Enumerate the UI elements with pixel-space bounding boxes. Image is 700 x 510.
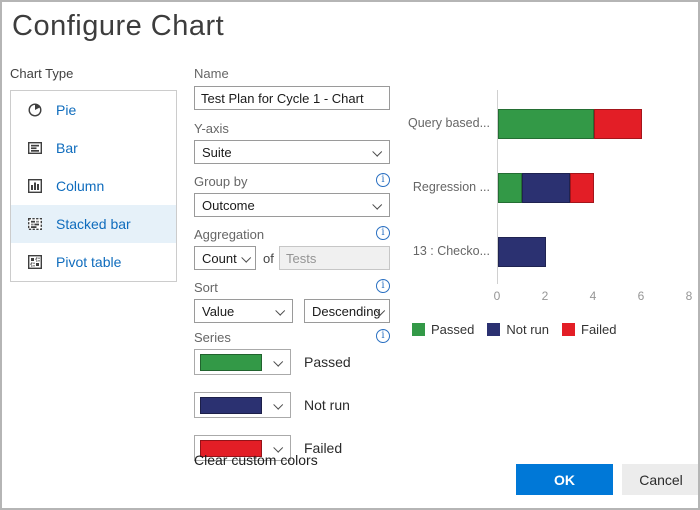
sort-label: Sort (194, 280, 218, 295)
legend-label: Not run (506, 322, 550, 337)
column-chart-icon (27, 178, 43, 194)
chart-type-item-column[interactable]: Column (11, 167, 176, 205)
chart-bar-segment (498, 173, 522, 203)
chart-type-item-label: Pie (56, 102, 77, 118)
legend-swatch (412, 323, 425, 336)
series-label: Series (194, 330, 231, 345)
info-icon[interactable]: i (376, 173, 390, 187)
legend-item: Passed (412, 322, 474, 337)
chart-type-item-bar[interactable]: Bar (11, 129, 176, 167)
color-swatch (200, 440, 262, 457)
series-color-select-not-run[interactable] (194, 392, 291, 418)
info-icon[interactable]: i (376, 329, 390, 343)
sort-order-selected-value: Descending (312, 303, 381, 319)
chart-type-list: Pie Bar Column Stacked bar Pivot table (10, 90, 177, 282)
chart-type-item-label: Stacked bar (56, 216, 131, 232)
chart-axis-line (497, 90, 498, 284)
chart-x-tick: 2 (541, 289, 549, 303)
chart-bar-segment (498, 237, 546, 267)
sort-field-select[interactable]: Value (194, 299, 293, 323)
y-axis-label: Y-axis (194, 121, 229, 136)
aggregation-select[interactable]: Count (194, 246, 256, 270)
group-by-label: Group by (194, 174, 248, 189)
color-swatch (200, 354, 262, 371)
legend-item: Failed (562, 322, 616, 337)
sort-field-selected-value: Value (202, 303, 235, 319)
chevron-down-icon (275, 305, 286, 316)
name-input[interactable] (194, 86, 390, 110)
chart-x-tick: 0 (493, 289, 501, 303)
chart-type-item-pivot-table[interactable]: Pivot table (11, 243, 176, 281)
clear-custom-colors-link[interactable]: Clear custom colors (194, 452, 318, 468)
series-item-label: Failed (304, 440, 343, 456)
pie-chart-icon (27, 102, 43, 118)
cancel-button[interactable]: Cancel (622, 464, 698, 495)
group-by-select[interactable]: Outcome (194, 193, 390, 217)
legend-label: Failed (581, 322, 617, 337)
chevron-down-icon (241, 252, 252, 263)
color-swatch (200, 397, 262, 414)
aggregation-of-label: of (263, 251, 274, 266)
chart-type-item-stacked-bar[interactable]: Stacked bar (11, 205, 176, 243)
chart-category-label: Regression ... (412, 180, 490, 194)
chart-legend: Passed Not run Failed (412, 322, 616, 337)
aggregation-field-input (279, 246, 390, 270)
y-axis-select[interactable]: Suite (194, 140, 390, 164)
chart-bar-segment (570, 173, 594, 203)
info-icon[interactable]: i (376, 226, 390, 240)
sort-order-select[interactable]: Descending (304, 299, 390, 323)
chart-type-item-label: Bar (56, 140, 78, 156)
chart-type-item-label: Pivot table (56, 254, 122, 270)
page-title: Configure Chart (12, 10, 225, 42)
bar-chart-icon (27, 140, 43, 156)
legend-item: Not run (487, 322, 549, 337)
legend-swatch (487, 323, 501, 336)
info-icon[interactable]: i (376, 279, 390, 293)
chevron-down-icon (372, 199, 383, 210)
chart-x-tick: 8 (685, 289, 693, 303)
y-axis-selected-value: Suite (202, 144, 232, 160)
chevron-down-icon (273, 356, 284, 367)
series-color-select-failed[interactable] (194, 435, 291, 461)
legend-label: Passed (431, 322, 475, 337)
chart-bar-segment (522, 173, 570, 203)
chart-x-tick: 4 (589, 289, 597, 303)
name-label: Name (194, 66, 229, 81)
chart-type-item-label: Column (56, 178, 105, 194)
chart-category-label: 13 : Checko... (412, 244, 490, 258)
aggregation-label: Aggregation (194, 227, 265, 242)
chart-type-label: Chart Type (10, 66, 74, 81)
chart-category-label: Query based... (408, 116, 490, 130)
chevron-down-icon (273, 399, 284, 410)
chart-type-item-pie[interactable]: Pie (11, 91, 176, 129)
series-item-label: Passed (304, 354, 351, 370)
legend-swatch (562, 323, 576, 336)
pivot-table-icon (27, 254, 43, 270)
chevron-down-icon (372, 146, 383, 157)
series-color-select-passed[interactable] (194, 349, 291, 375)
series-item-label: Not run (304, 397, 350, 413)
chart-x-tick: 6 (637, 289, 645, 303)
ok-button[interactable]: OK (516, 464, 613, 495)
aggregation-selected-value: Count (202, 250, 237, 266)
chart-bar-segment (594, 109, 642, 139)
chart-bar-segment (498, 109, 594, 139)
group-by-selected-value: Outcome (202, 197, 255, 213)
stacked-bar-chart-icon (27, 216, 43, 232)
